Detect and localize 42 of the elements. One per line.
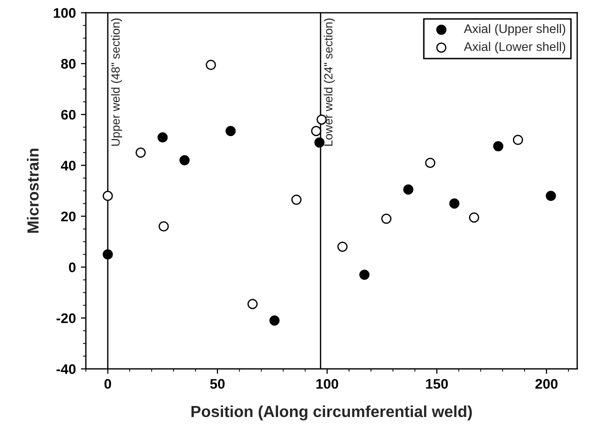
ref-line-label: Upper weld (48" section) <box>111 18 122 146</box>
y-tick-label: 100 <box>54 8 76 18</box>
point <box>158 221 169 232</box>
point <box>311 126 322 136</box>
point <box>269 315 280 326</box>
point <box>314 137 325 148</box>
point <box>157 132 168 142</box>
point <box>102 190 113 202</box>
point <box>179 155 190 166</box>
point <box>102 249 113 260</box>
point <box>493 141 504 152</box>
x-tick-label: 200 <box>535 378 558 389</box>
point <box>206 60 216 70</box>
x-axis-title: Position (Along circumferential weld) <box>191 405 472 420</box>
point <box>225 126 236 136</box>
x-tick-label: 50 <box>210 378 225 389</box>
point <box>136 148 146 158</box>
y-tick-label: 0 <box>68 262 76 272</box>
y-tick-label: 20 <box>61 212 76 222</box>
point <box>337 242 348 252</box>
point <box>546 190 556 202</box>
point <box>449 198 460 209</box>
y-tick-label: -20 <box>56 313 76 324</box>
point <box>247 298 258 310</box>
point <box>468 212 480 223</box>
y-tick-label: 80 <box>61 58 76 69</box>
point <box>359 270 370 280</box>
point <box>512 134 524 146</box>
y-tick-label: 60 <box>61 110 76 120</box>
y-tick-label: -40 <box>56 364 76 374</box>
x-tick-label: 0 <box>104 378 112 389</box>
x-tick-label: 150 <box>426 378 448 389</box>
y-axis-title: Microstrain <box>26 148 39 233</box>
point <box>403 184 414 195</box>
ref-line-label: Lower weld (24" section) <box>324 18 335 146</box>
x-tick-label: 100 <box>316 378 338 389</box>
point <box>381 214 392 224</box>
y-tick-label: 40 <box>60 160 76 171</box>
legend-label: Axial (Upper shell) <box>464 24 566 36</box>
legend-label: Axial (Lower shell) <box>464 42 566 54</box>
point <box>291 194 302 205</box>
point <box>425 158 436 168</box>
